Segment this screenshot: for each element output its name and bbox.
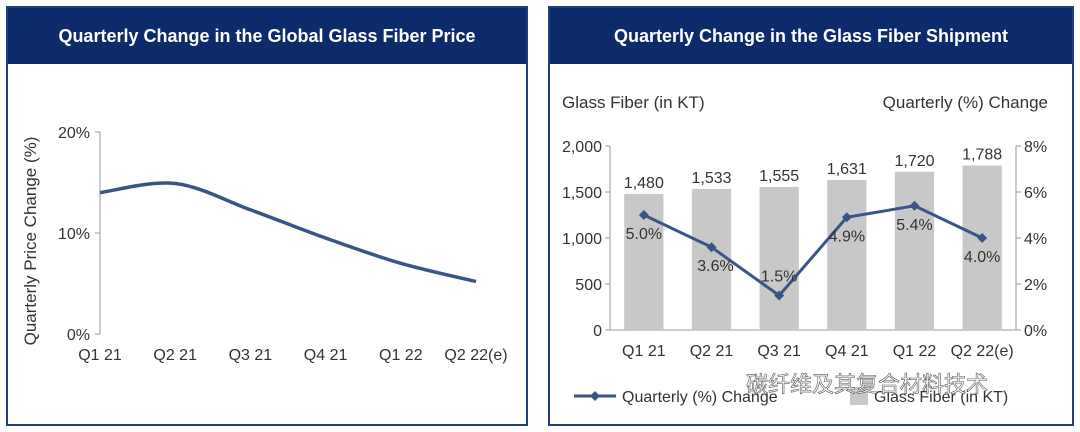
price-chart-panel: Quarterly Change in the Global Glass Fib…: [6, 6, 528, 426]
x-tick-label: Q3 21: [757, 343, 801, 360]
pct-change-label: 4.0%: [964, 249, 1000, 266]
pct-change-label: 5.4%: [896, 217, 932, 234]
left-axis-title: Glass Fiber (in KT): [562, 93, 705, 112]
right-y-tick-label: 2%: [1024, 277, 1047, 294]
x-tick-label: Q2 22(e): [444, 347, 507, 364]
watermark-text: 碳纤维及其复合材料技术: [746, 373, 988, 398]
pct-change-marker: [977, 233, 988, 243]
left-y-tick-label: 0: [593, 323, 602, 340]
bar-value-label: 1,533: [691, 170, 731, 187]
shipment-chart-panel: Quarterly Change in the Glass Fiber Ship…: [548, 6, 1074, 426]
legend-label-pct: Quarterly (%) Change: [622, 389, 778, 406]
bar-value-label: 1,788: [962, 147, 1002, 164]
shipment-bar: [962, 165, 1002, 330]
legend-bar-swatch: [850, 387, 868, 405]
pct-change-marker: [638, 210, 649, 220]
y-axis-title: Quarterly Price Change (%): [21, 137, 40, 346]
x-tick-label: Q1 22: [379, 347, 423, 364]
bar-value-label: 1,720: [894, 153, 934, 170]
legend-line-marker: [590, 391, 600, 401]
shipment-bar: [691, 188, 732, 330]
pct-change-label: 3.6%: [697, 258, 733, 275]
pct-change-marker: [774, 290, 785, 301]
left-y-tick-label: 500: [575, 277, 602, 294]
shipment-combo-chart: Glass Fiber (in KT) Quarterly (%) Change 0…: [562, 93, 1048, 406]
right-y-tick-label: 0%: [1024, 323, 1047, 340]
left-y-tick-label: 1,500: [562, 185, 602, 202]
shipment-bar: [894, 171, 935, 330]
x-tick-label: Q2 21: [690, 343, 734, 360]
x-tick-label: Q1 22: [893, 343, 937, 360]
shipment-bar: [827, 179, 867, 330]
pct-change-marker: [841, 212, 852, 223]
bar-value-label: 1,555: [759, 168, 799, 185]
x-tick-label: Q4 21: [304, 347, 348, 364]
pct-change-line: [643, 204, 983, 298]
x-tick-label: Q4 21: [825, 343, 869, 360]
pct-change-label: 4.9%: [829, 228, 865, 245]
right-y-tick-label: 8%: [1024, 139, 1047, 156]
bar-value-label: 1,631: [827, 161, 867, 178]
y-tick-label: 0%: [67, 327, 90, 344]
shipment-bar: [759, 186, 799, 330]
right-y-tick-label: 6%: [1024, 185, 1047, 202]
pct-change-label: 5.0%: [626, 226, 662, 243]
left-y-tick-label: 2,000: [562, 139, 602, 156]
pct-change-marker: [706, 242, 717, 253]
x-tick-label: Q2 21: [153, 347, 197, 364]
y-tick-label: 10%: [58, 226, 90, 243]
right-axis-title: Quarterly (%) Change: [883, 93, 1048, 112]
right-y-tick-label: 4%: [1024, 231, 1047, 248]
pct-change-marker: [909, 200, 920, 211]
price-change-line: [99, 181, 477, 284]
shipment-chart-title: Quarterly Change in the Glass Fiber Ship…: [550, 8, 1072, 64]
x-tick-label: Q3 21: [229, 347, 273, 364]
x-tick-label: Q1 21: [622, 343, 666, 360]
price-chart-title: Quarterly Change in the Global Glass Fib…: [8, 8, 526, 64]
price-line-chart: 0% 10% 20% Q1 21 Q2 21 Q3 21 Q4 21 Q1 22 Q2 22(e…: [21, 125, 508, 364]
left-y-tick-label: 1,000: [562, 231, 602, 248]
y-tick-label: 20%: [58, 125, 90, 142]
x-tick-label: Q1 21: [78, 347, 122, 364]
pct-change-label: 1.5%: [761, 269, 797, 286]
bar-value-label: 1,480: [624, 175, 664, 192]
x-tick-label: Q2 22(e): [951, 343, 1014, 360]
legend-label-kt: Glass Fiber (in KT): [874, 389, 1008, 406]
